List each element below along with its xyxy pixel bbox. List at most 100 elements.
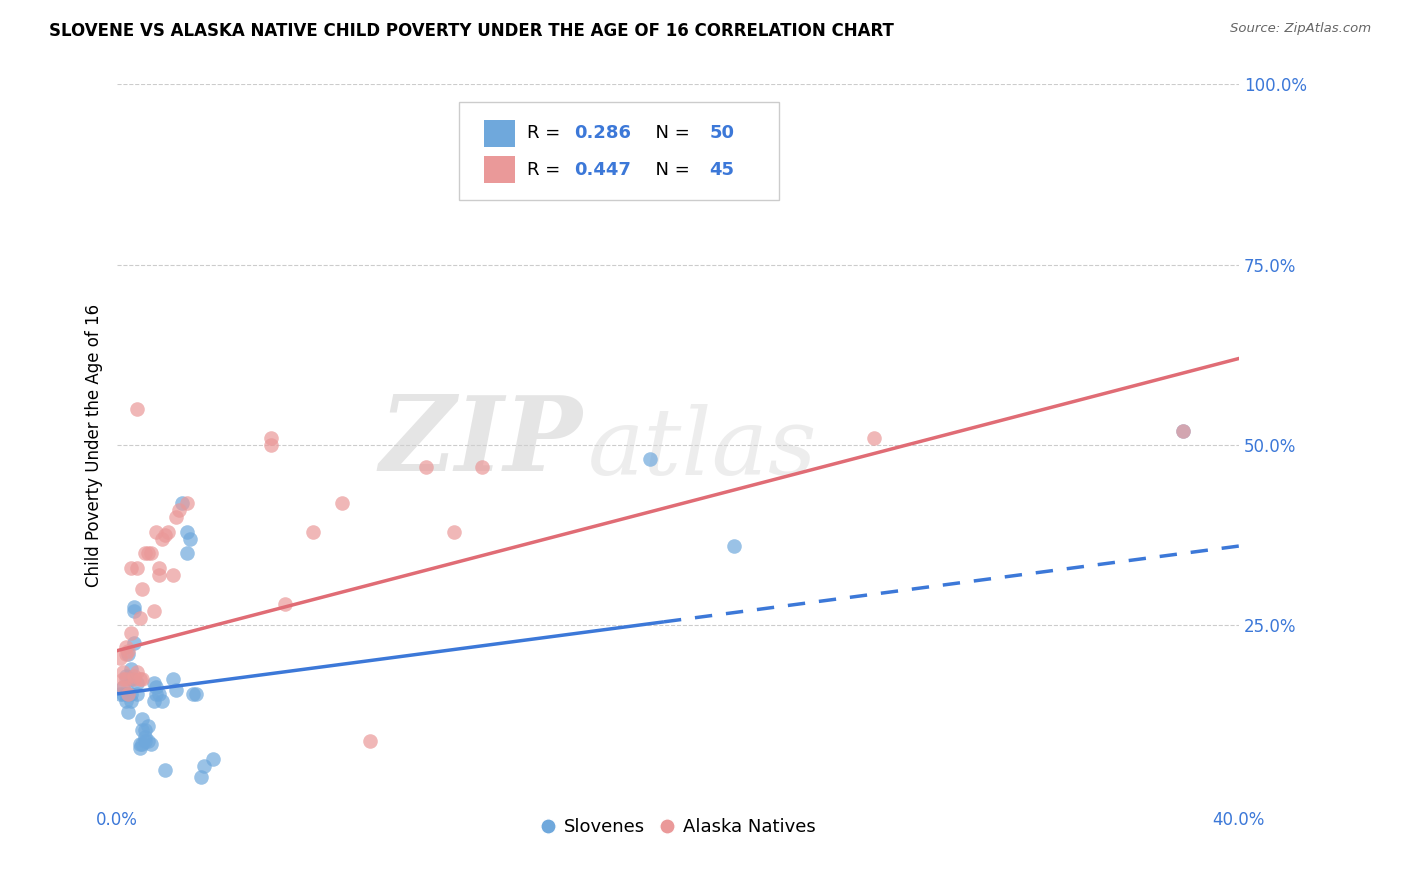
Point [139,546,162,560]
Point [114,669,136,683]
Text: N =: N = [644,125,696,143]
Point [863,431,886,445]
Point [117,647,139,661]
Point [165,510,187,524]
Point [111,687,134,701]
Text: N =: N = [644,161,696,178]
Point [122,604,145,618]
Point [128,741,150,756]
Point [131,712,153,726]
Point [120,673,142,687]
Point [201,752,224,766]
Text: 50: 50 [710,125,734,143]
Point [114,647,136,661]
Point [134,730,156,744]
Point [153,763,176,777]
FancyBboxPatch shape [484,120,516,147]
Point [128,738,150,752]
Point [111,680,134,694]
Point [165,683,187,698]
Text: R =: R = [527,161,565,178]
Point [117,705,139,719]
Point [260,431,283,445]
Y-axis label: Child Poverty Under the Age of 16: Child Poverty Under the Age of 16 [86,303,103,587]
Point [302,524,325,539]
Point [122,600,145,615]
Point [114,694,136,708]
FancyBboxPatch shape [484,156,516,183]
Text: R =: R = [527,125,565,143]
Point [176,546,198,560]
Point [134,546,156,560]
Point [176,496,198,510]
Point [184,687,207,701]
Point [131,582,153,597]
Point [120,694,142,708]
Point [170,496,193,510]
Point [142,604,165,618]
Point [117,643,139,657]
Point [111,665,134,680]
Point [1171,424,1194,438]
Text: atlas: atlas [588,404,818,493]
Text: 0.286: 0.286 [574,125,631,143]
Point [117,687,139,701]
Point [122,673,145,687]
Point [134,723,156,737]
Point [142,676,165,690]
Point [176,524,198,539]
Point [122,669,145,683]
Point [162,673,184,687]
Point [134,733,156,747]
Point [128,611,150,625]
Point [114,687,136,701]
Point [114,673,136,687]
Point [122,636,145,650]
Point [114,640,136,654]
Point [131,723,153,737]
Point [145,680,167,694]
Text: SLOVENE VS ALASKA NATIVE CHILD POVERTY UNDER THE AGE OF 16 CORRELATION CHART: SLOVENE VS ALASKA NATIVE CHILD POVERTY U… [49,22,894,40]
Point [148,560,170,574]
Point [148,687,170,701]
Point [125,687,148,701]
Point [117,687,139,701]
Point [131,738,153,752]
Point [108,650,131,665]
Point [142,694,165,708]
FancyBboxPatch shape [460,103,779,200]
Point [638,452,661,467]
Point [415,459,437,474]
Point [145,524,167,539]
Point [274,597,297,611]
Point [128,673,150,687]
Point [162,568,184,582]
Text: Source: ZipAtlas.com: Source: ZipAtlas.com [1230,22,1371,36]
Point [148,568,170,582]
Point [131,673,153,687]
Point [120,687,142,701]
Point [471,459,494,474]
Point [167,503,190,517]
Point [136,546,159,560]
Point [136,733,159,747]
Point [125,665,148,680]
Point [125,560,148,574]
Point [156,524,179,539]
Point [136,719,159,733]
Point [181,687,204,701]
Point [120,662,142,676]
Point [153,528,176,542]
Point [190,770,212,784]
Point [193,759,215,773]
Point [120,560,142,574]
Point [111,673,134,687]
Point [179,532,201,546]
Point [359,733,381,747]
Point [145,687,167,701]
Point [139,738,162,752]
Text: 45: 45 [710,161,734,178]
Point [125,676,148,690]
Point [120,625,142,640]
Point [111,680,134,694]
